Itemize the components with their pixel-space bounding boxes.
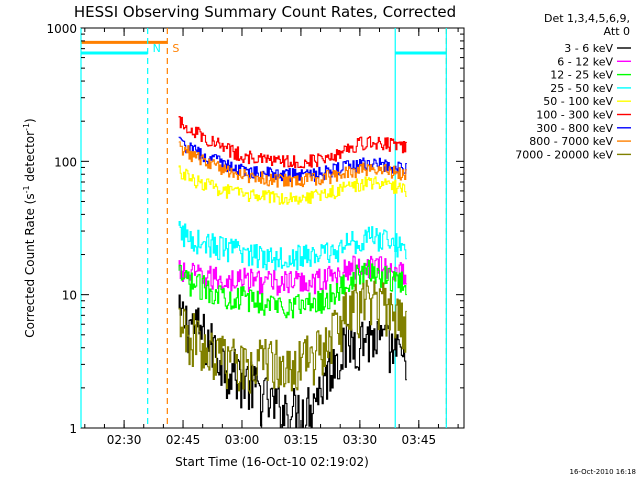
annotation-n: N bbox=[153, 42, 161, 55]
x-tick-label: 02:30 bbox=[107, 433, 142, 447]
series-layer bbox=[178, 115, 407, 429]
series-7000-20000-kev bbox=[178, 279, 407, 394]
legend-header-detectors: Det 1,3,4,5,6,9, bbox=[544, 12, 630, 25]
series-25-50-kev bbox=[178, 220, 407, 271]
legend-label-3: 25 - 50 keV bbox=[550, 82, 613, 95]
annotation-s: S bbox=[172, 42, 179, 55]
legend-label-0: 3 - 6 keV bbox=[564, 42, 613, 55]
y-axis-label-main: Corrected Count Rate (s bbox=[23, 193, 37, 337]
y-tick-label: 10 bbox=[62, 289, 77, 303]
series-6-12-kev bbox=[178, 255, 407, 296]
x-axis-label: Start Time (16-Oct-10 02:19:02) bbox=[175, 455, 369, 469]
series-12-25-kev bbox=[178, 259, 407, 319]
legend-label-8: 7000 - 20000 keV bbox=[515, 148, 613, 161]
legend-label-7: 800 - 7000 keV bbox=[529, 135, 613, 148]
footer-date: 16-Oct-2010 16:18 bbox=[570, 468, 636, 476]
series-100-300-kev bbox=[178, 115, 407, 169]
series-300-800-kev bbox=[178, 136, 407, 183]
series-800-7000-kev bbox=[178, 141, 407, 188]
legend-label-2: 12 - 25 keV bbox=[550, 69, 613, 82]
y-axis-label-sup1: -1 bbox=[22, 185, 31, 193]
x-tick-label: 03:45 bbox=[402, 433, 437, 447]
y-axis-label-sup2: -1 bbox=[22, 123, 31, 131]
y-axis-label-end: ) bbox=[23, 118, 37, 123]
x-tick-label: 02:45 bbox=[166, 433, 201, 447]
legend-label-6: 300 - 800 keV bbox=[536, 122, 613, 135]
legend-label-5: 100 - 300 keV bbox=[536, 109, 613, 122]
series-50-100-kev bbox=[178, 165, 407, 205]
x-tick-label: 03:15 bbox=[284, 433, 319, 447]
chart-title: HESSI Observing Summary Count Rates, Cor… bbox=[74, 3, 456, 21]
x-tick-label: 03:30 bbox=[343, 433, 378, 447]
legend-header-attenuator: Att 0 bbox=[604, 25, 630, 38]
y-tick-label: 1000 bbox=[46, 22, 77, 36]
y-tick-label: 100 bbox=[54, 155, 77, 169]
y-axis-label-mid: detector bbox=[23, 131, 37, 186]
legend-label-1: 6 - 12 keV bbox=[557, 55, 613, 68]
x-tick-label: 03:00 bbox=[225, 433, 260, 447]
y-axis-label: Corrected Count Rate (s-1 detector-1) bbox=[22, 118, 37, 337]
legend-label-4: 50 - 100 keV bbox=[543, 95, 613, 108]
y-tick-label: 1 bbox=[69, 422, 77, 436]
axes-layer: 1 10 100 1000 02:30 02:45 03:00 03:15 03:30 03:45 bbox=[46, 22, 464, 447]
